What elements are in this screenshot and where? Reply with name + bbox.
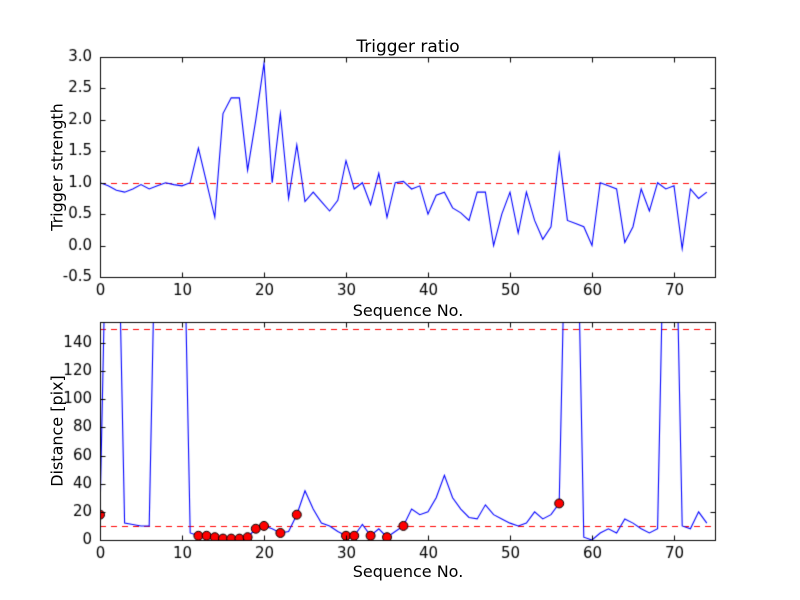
figure-title: Trigger ratio bbox=[356, 37, 460, 57]
bottom-xlabel: Sequence No. bbox=[352, 562, 464, 581]
top-ylabel: Trigger strength bbox=[47, 103, 67, 231]
top-xlabel: Sequence No. bbox=[352, 301, 464, 320]
bottom-ylabel: Distance [pix] bbox=[47, 375, 67, 487]
